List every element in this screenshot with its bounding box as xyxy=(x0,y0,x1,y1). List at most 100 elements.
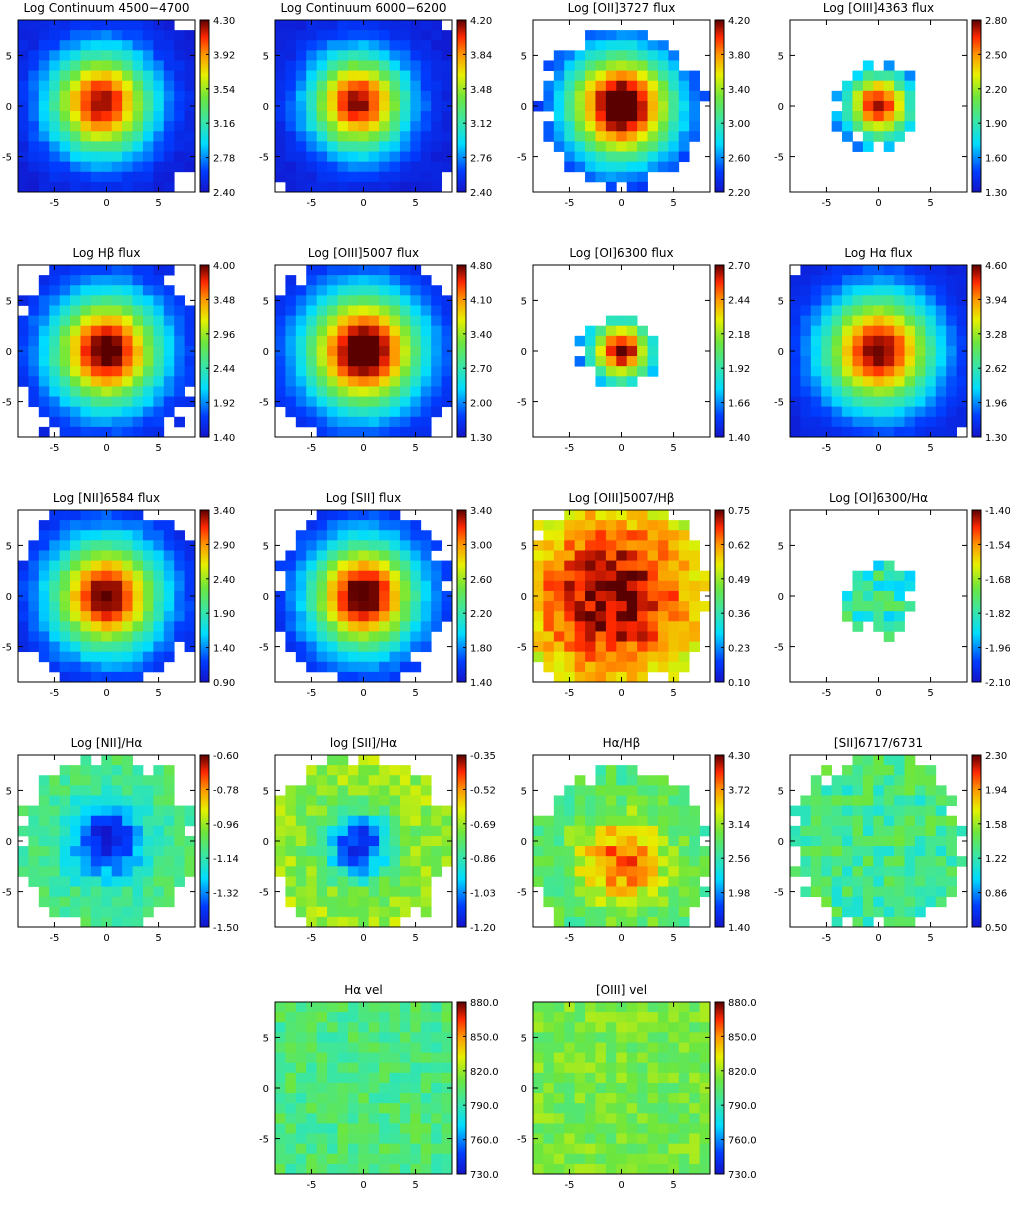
heatmap-cell xyxy=(410,295,422,306)
heatmap-cell xyxy=(585,345,596,357)
heatmap-cell xyxy=(626,601,638,612)
heatmap-cell xyxy=(38,376,50,387)
heatmap-cell xyxy=(585,356,596,367)
heatmap-cell xyxy=(142,651,154,663)
heatmap-cell xyxy=(111,805,123,817)
colorbar-tick-label: 2.44 xyxy=(728,295,750,306)
heatmap-cell xyxy=(626,151,638,163)
heatmap-cell xyxy=(101,805,113,817)
heatmap-cell xyxy=(111,335,123,347)
heatmap-cell xyxy=(306,795,318,806)
heatmap-cell xyxy=(399,181,411,193)
chart-nii_ha: Log [NII]/Hα-5-50055-0.60-0.78-0.96-1.14… xyxy=(2,736,239,944)
heatmap-cell xyxy=(337,121,349,132)
heatmap-cell xyxy=(564,846,576,857)
heatmap-cell xyxy=(883,876,895,887)
heatmap-cell xyxy=(358,876,370,887)
heatmap-cell xyxy=(689,611,700,622)
heatmap-cell xyxy=(626,80,638,92)
heatmap-cell xyxy=(420,376,432,387)
heatmap-cell xyxy=(358,376,370,387)
heatmap-cell xyxy=(347,416,359,428)
heatmap-cell xyxy=(616,601,628,612)
heatmap-cell xyxy=(316,100,328,112)
heatmap-cell xyxy=(389,550,401,561)
heatmap-cell xyxy=(184,641,196,653)
heatmap-cell xyxy=(574,621,586,632)
heatmap-cell xyxy=(38,580,50,592)
heatmap-cell xyxy=(831,805,843,817)
heatmap-cell xyxy=(358,755,370,766)
chart-oiii5007: Log [OIII]5007 flux-5-500554.804.103.402… xyxy=(259,246,492,454)
heatmap-cell xyxy=(441,1012,453,1023)
heatmap-cell xyxy=(80,345,92,357)
heatmap-cell xyxy=(821,345,833,357)
heatmap-cell xyxy=(626,171,638,183)
heatmap-cell xyxy=(657,550,669,561)
heatmap-cell xyxy=(337,601,349,612)
heatmap-cell xyxy=(399,765,411,776)
heatmap-cell xyxy=(431,866,442,877)
heatmap-cell xyxy=(543,570,555,582)
heatmap-cell xyxy=(441,1082,453,1094)
heatmap-cell xyxy=(142,866,154,877)
heatmap-cell xyxy=(637,560,648,572)
heatmap-cell xyxy=(295,90,307,102)
heatmap-cell xyxy=(626,805,638,817)
heatmap-cell xyxy=(790,416,801,428)
colorbar-tick-label: 2.20 xyxy=(470,609,492,620)
heatmap-cell xyxy=(800,376,812,387)
heatmap-cell xyxy=(862,406,874,418)
heatmap-cell xyxy=(616,621,628,632)
heatmap-cell xyxy=(59,886,71,898)
heatmap-cell xyxy=(883,805,895,817)
heatmap-cell xyxy=(935,866,947,877)
heatmap-cell xyxy=(18,111,29,122)
heatmap-cell xyxy=(689,590,700,602)
heatmap-cell xyxy=(358,60,370,71)
heatmap-cell xyxy=(605,80,617,92)
heatmap-cell xyxy=(678,141,690,152)
x-tick-label: 0 xyxy=(875,198,881,209)
heatmap-cell xyxy=(904,356,916,367)
heatmap-cell xyxy=(316,30,328,41)
heatmap-cell xyxy=(626,631,638,642)
y-tick-label: 0 xyxy=(6,592,12,603)
heatmap-cell xyxy=(295,181,307,193)
heatmap-cell xyxy=(347,1123,359,1134)
heatmap-cell xyxy=(914,846,926,857)
heatmap-cell xyxy=(101,305,113,316)
heatmap-cell xyxy=(163,825,175,837)
heatmap-cell xyxy=(946,825,957,837)
heatmap-cell xyxy=(18,70,29,82)
heatmap-cell xyxy=(410,131,422,142)
heatmap-cell xyxy=(883,406,895,418)
heatmap-cell xyxy=(862,141,874,152)
x-tick-label: 0 xyxy=(875,933,881,944)
heatmap-cell xyxy=(626,40,638,51)
heatmap-cell xyxy=(295,376,307,387)
heatmap-cell xyxy=(90,60,102,71)
heatmap-cell xyxy=(420,131,432,142)
heatmap-cell xyxy=(647,580,659,592)
heatmap-cell xyxy=(153,835,165,847)
heatmap-cell xyxy=(306,1072,318,1084)
heatmap-cell xyxy=(605,345,617,357)
heatmap-cell xyxy=(327,1042,338,1053)
heatmap-cell xyxy=(70,366,81,377)
heatmap-cell xyxy=(678,1062,690,1074)
x-tick-label: 5 xyxy=(670,198,676,209)
heatmap-cell xyxy=(368,1032,380,1043)
heatmap-cell xyxy=(647,356,659,367)
heatmap-cell xyxy=(904,386,916,397)
heatmap-cell xyxy=(420,275,432,286)
heatmap-cell xyxy=(59,866,71,877)
heatmap-cell xyxy=(316,121,328,132)
heatmap-cell xyxy=(946,295,957,306)
heatmap-cell xyxy=(543,540,555,551)
heatmap-cell xyxy=(852,416,864,428)
heatmap-cell xyxy=(38,181,50,193)
heatmap-cell xyxy=(873,590,885,602)
chart-title: Log [NII]/Hα xyxy=(71,736,143,750)
heatmap-cell xyxy=(657,1143,669,1155)
